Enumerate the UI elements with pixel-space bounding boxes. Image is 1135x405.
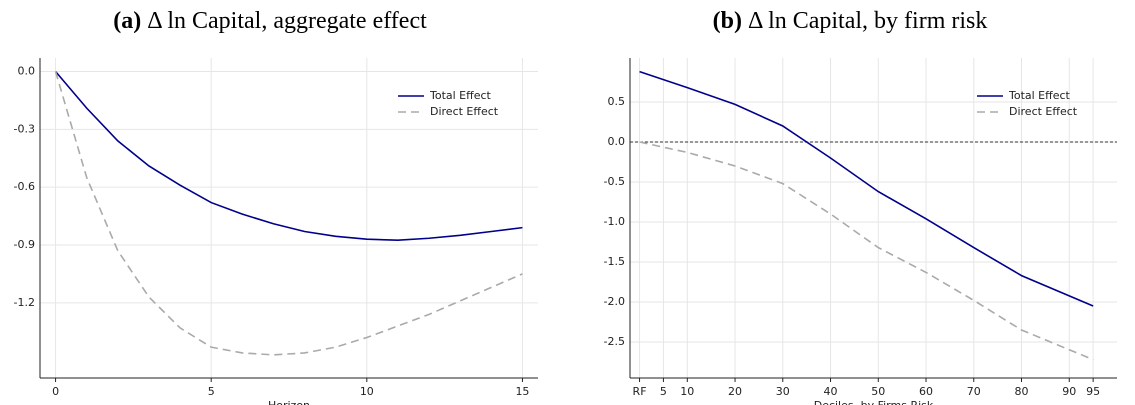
y-tick-label: -0.9 <box>14 238 35 251</box>
x-tick-label: 50 <box>871 385 885 398</box>
series-line <box>54 70 523 241</box>
panel-label: (a) <box>113 8 141 34</box>
y-tick-label: -1.0 <box>604 215 625 228</box>
x-axis-label: Horizon <box>268 399 310 405</box>
legend-label: Direct Effect <box>1009 105 1078 118</box>
series-line <box>639 70 1094 307</box>
x-tick-label: 70 <box>967 385 981 398</box>
y-tick-label: -1.5 <box>604 255 625 268</box>
y-tick-label: -0.5 <box>604 175 625 188</box>
chart-title: (a) Δ ln Capital, aggregate effect <box>113 8 427 34</box>
x-tick-label: 40 <box>824 385 838 398</box>
x-tick-label: 5 <box>208 385 215 398</box>
y-tick-label: -2.5 <box>604 335 625 348</box>
y-tick-label: 0.0 <box>18 64 36 77</box>
title-text: Δ ln Capital, aggregate effect <box>147 8 427 34</box>
x-tick-label: 80 <box>1015 385 1029 398</box>
title-text: Δ ln Capital, by firm risk <box>748 8 987 34</box>
legend-label: Total Effect <box>429 89 492 102</box>
x-tick-label: RF <box>633 385 647 398</box>
x-tick-label: 90 <box>1062 385 1076 398</box>
y-tick-label: 0.0 <box>608 135 626 148</box>
y-tick-label: -0.3 <box>14 122 35 135</box>
y-tick-label: -2.0 <box>604 295 625 308</box>
y-tick-label: -0.6 <box>14 180 35 193</box>
series-line <box>639 141 1094 361</box>
x-tick-label: 95 <box>1086 385 1100 398</box>
legend-label: Total Effect <box>1008 89 1071 102</box>
y-tick-label: 0.5 <box>608 95 626 108</box>
x-tick-label: 10 <box>360 385 374 398</box>
series-line <box>54 71 523 356</box>
x-tick-label: 15 <box>515 385 529 398</box>
panel-label: (b) <box>713 8 742 34</box>
x-axis-label: Deciles, by Firms Risk <box>814 399 934 405</box>
x-tick-label: 30 <box>776 385 790 398</box>
chart-title: (b) Δ ln Capital, by firm risk <box>713 8 988 34</box>
x-tick-label: 5 <box>660 385 667 398</box>
y-tick-label: -1.2 <box>14 296 35 309</box>
legend-label: Direct Effect <box>430 105 499 118</box>
x-tick-label: 20 <box>728 385 742 398</box>
x-tick-label: 0 <box>52 385 59 398</box>
x-tick-label: 60 <box>919 385 933 398</box>
x-tick-label: 10 <box>680 385 694 398</box>
